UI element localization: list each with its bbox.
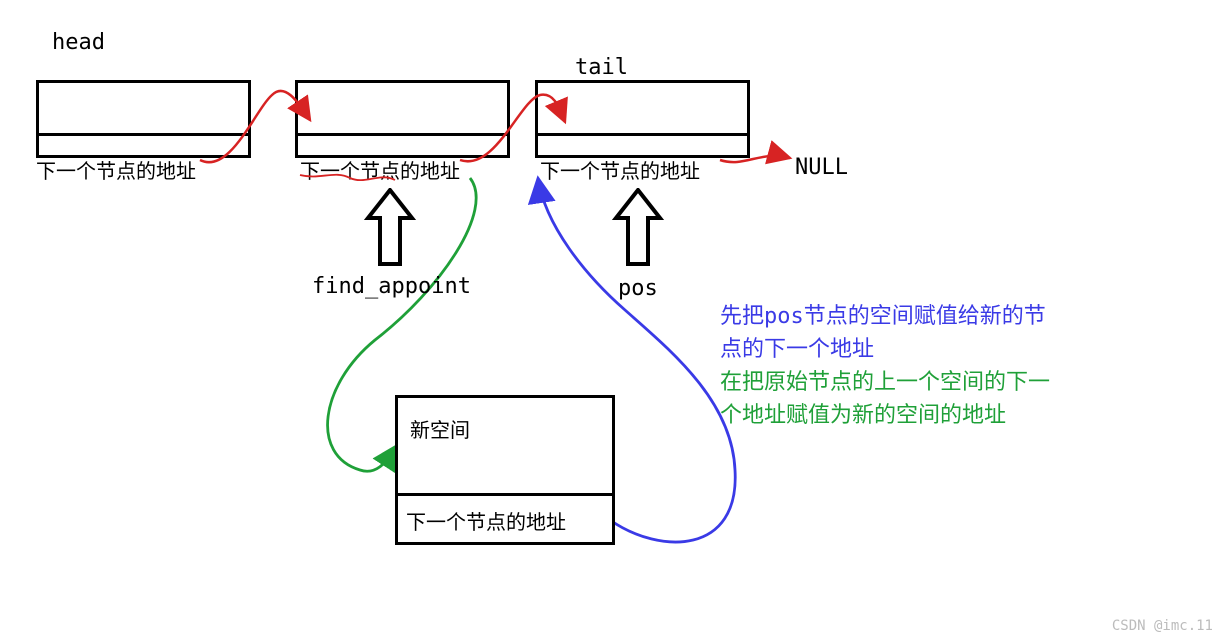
node-new-caption: 下一个节点的地址 <box>406 506 566 535</box>
node-new-divider <box>398 493 612 496</box>
node-tail-divider <box>538 133 747 136</box>
node-new: 新空间 下一个节点的地址 <box>395 395 615 545</box>
note-green-1: 在把原始节点的上一个空间的下一 <box>720 366 1150 399</box>
node-tail-caption: 下一个节点的地址 <box>540 155 700 184</box>
pos-label: pos <box>618 276 658 301</box>
node-head-caption: 下一个节点的地址 <box>36 155 196 184</box>
arrow-pos <box>610 188 666 268</box>
null-label: NULL <box>795 155 848 180</box>
notes-block: 先把pos节点的空间赋值给新的节 点的下一个地址 在把原始节点的上一个空间的下一… <box>720 300 1150 432</box>
node-head <box>36 80 251 158</box>
head-label: head <box>52 30 105 55</box>
node-new-title: 新空间 <box>410 414 470 443</box>
tail-label: tail <box>575 55 628 80</box>
node-tail <box>535 80 750 158</box>
node-mid-caption: 下一个节点的地址 <box>300 155 460 184</box>
node-head-divider <box>39 133 248 136</box>
note-blue-1: 先把pos节点的空间赋值给新的节 <box>720 300 1150 333</box>
note-blue-2: 点的下一个地址 <box>720 333 1150 366</box>
node-mid <box>295 80 510 158</box>
node-mid-divider <box>298 133 507 136</box>
note-green-2: 个地址赋值为新的空间的地址 <box>720 399 1150 432</box>
watermark: CSDN @imc.11 <box>1112 618 1213 634</box>
arrow-find-appoint <box>362 188 418 268</box>
find-appoint-label: find_appoint <box>312 274 471 299</box>
